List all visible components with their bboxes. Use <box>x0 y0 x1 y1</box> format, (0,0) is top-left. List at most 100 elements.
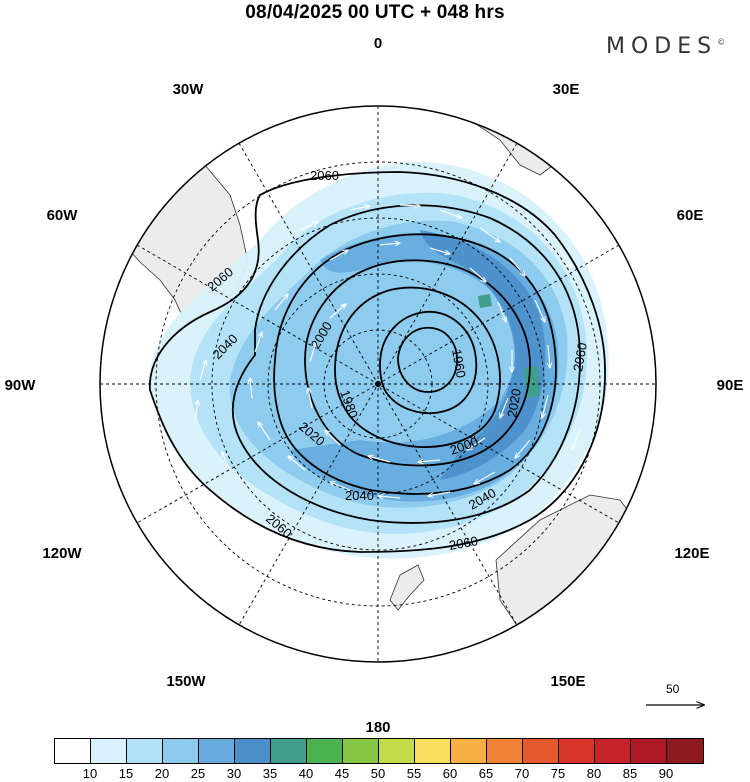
colorbar-tick-label: 15 <box>118 766 134 781</box>
colorbar-cell <box>379 739 415 763</box>
wind-arrow <box>469 267 486 282</box>
brand-name: MODES <box>606 34 718 59</box>
colorbar-cell <box>91 739 127 763</box>
contour-label: 2020 <box>504 387 524 418</box>
lon-label-60e: 60E <box>677 207 704 224</box>
brand-logo: MODES© <box>606 34 725 59</box>
colorbar-cell <box>235 739 271 763</box>
contour-1980 <box>334 286 501 448</box>
wind-arrow <box>308 388 313 409</box>
wind-arrow <box>329 250 348 261</box>
wind-arrow <box>500 397 509 418</box>
lon-label-180: 180 <box>365 719 390 736</box>
wind-arrow <box>274 294 288 311</box>
map-border <box>99 105 657 663</box>
wind-arrow <box>309 342 316 363</box>
wind-arrow <box>368 456 391 463</box>
colorbar-tick-label: 75 <box>550 766 566 781</box>
wind-arrow <box>258 422 271 441</box>
wind-arrow <box>194 400 198 421</box>
colorbar-tick-label: 35 <box>262 766 278 781</box>
wind-arrow <box>467 437 486 450</box>
reference-vector-label: 50 <box>666 682 680 696</box>
colorbar-cell <box>523 739 559 763</box>
contour-label: 2060 <box>310 168 339 183</box>
colorbar-cell <box>271 739 307 763</box>
colorbar-tick-label: 65 <box>478 766 494 781</box>
contour-label: 2060 <box>570 341 590 372</box>
colorbar-cell <box>487 739 523 763</box>
colorbar-tick-label: 45 <box>334 766 350 781</box>
colorbar-cell <box>451 739 487 763</box>
lon-label-60w: 60W <box>47 207 79 224</box>
contour-label: 1960 <box>449 348 469 379</box>
lon-label-150e: 150E <box>550 673 585 690</box>
colorbar-cell <box>199 739 235 763</box>
wind-arrow <box>379 243 400 245</box>
contour-2000 <box>304 259 531 467</box>
colorbar-tick-label: 20 <box>154 766 170 781</box>
colorbar-cell <box>163 739 199 763</box>
wind-arrow <box>542 394 549 418</box>
contour-1960 <box>379 311 478 414</box>
wind-arrow <box>330 482 351 491</box>
colorbar-cell <box>559 739 595 763</box>
lon-label-90e: 90E <box>717 377 744 394</box>
map-title: 08/04/2025 00 UTC + 048 hrs <box>245 2 505 23</box>
lon-label-120e: 120E <box>674 545 709 562</box>
new-zealand-land <box>389 564 425 611</box>
wind-arrow <box>509 257 525 276</box>
wind-arrow <box>299 222 318 231</box>
lon-label-0: 0 <box>374 35 382 52</box>
colorbar-cell <box>667 739 703 763</box>
contour-2060 <box>149 171 606 553</box>
colorbar-tick-label: 10 <box>82 766 98 781</box>
wind-arrow <box>349 206 370 211</box>
wind-arrow <box>254 332 262 353</box>
shading-40b <box>478 294 492 308</box>
brand-mark: © <box>717 37 726 47</box>
shading-35 <box>420 230 546 480</box>
lon-label-150w: 150W <box>166 673 206 690</box>
wind-arrow <box>479 227 500 242</box>
colorbar-tick-label: 40 <box>298 766 314 781</box>
colorbar-tick-label: 85 <box>622 766 638 781</box>
colorbar-cell <box>415 739 451 763</box>
wind-arrow <box>429 247 450 254</box>
wind-arrow <box>399 205 420 206</box>
madagascar-land <box>591 151 623 179</box>
wind-arrow <box>474 471 496 484</box>
wind-arrow <box>418 460 441 462</box>
wind-arrow <box>497 301 506 322</box>
lon-label-30w: 30W <box>173 81 205 98</box>
colorbar-tick-label: 60 <box>442 766 458 781</box>
lon-label-90w: 90W <box>5 377 37 394</box>
wind-arrow <box>222 452 231 471</box>
contour-label: 2040 <box>345 488 374 503</box>
height-contours <box>149 171 606 553</box>
colorbar-tick-label: 80 <box>586 766 602 781</box>
lon-label-120w: 120W <box>42 545 82 562</box>
colorbar-cell <box>307 739 343 763</box>
colorbar-tick-label: 55 <box>406 766 422 781</box>
contour-1940 <box>397 326 458 393</box>
colorbar-tick-label: 70 <box>514 766 530 781</box>
longitude-labels: 0 30E 60E 90E 120E 150E 180 150W 120W 90… <box>5 35 744 736</box>
wind-arrow <box>534 299 545 322</box>
wind-arrow <box>515 439 531 458</box>
colorbar-tick-label: 90 <box>658 766 674 781</box>
colorbar-cell <box>343 739 379 763</box>
wind-arrow <box>559 249 572 268</box>
colorbar-tick-label: 50 <box>370 766 386 781</box>
wind-arrow <box>325 430 341 446</box>
lon-label-30e: 30E <box>553 81 580 98</box>
wind-arrow <box>378 496 401 498</box>
wind-vectors <box>194 205 581 498</box>
wind-arrow <box>199 360 206 381</box>
pole-dot <box>375 381 381 387</box>
colorbar-cell <box>127 739 163 763</box>
wind-arrow <box>250 378 252 399</box>
contour-label: 2060 <box>448 533 479 553</box>
wind-arrow <box>329 304 346 319</box>
